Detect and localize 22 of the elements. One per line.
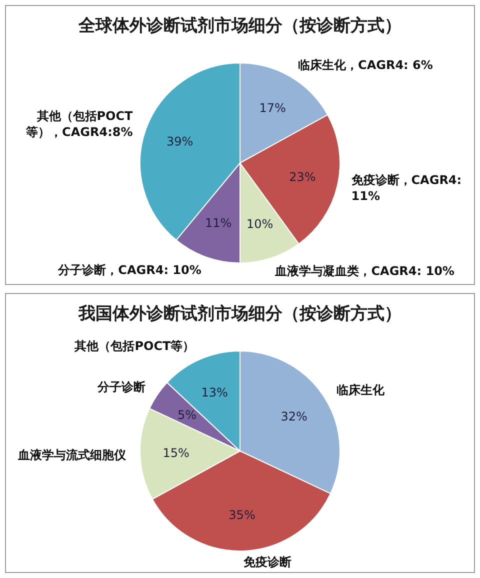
data-label: 5% [178,408,197,422]
slice-label: 分子诊断，CAGR4: 10% [58,262,202,278]
data-label: 32% [280,410,308,424]
data-label: 17% [259,100,286,115]
chart-title: 我国体外诊断试剂市场细分（按诊断方式） [77,303,402,325]
chart-title: 全球体外诊断试剂市场细分（按诊断方式） [77,15,402,37]
data-label: 13% [201,385,228,400]
slice-label: 临床生化 [336,382,384,398]
data-label: 39% [166,134,194,148]
slice-label: 血液学与凝血类，CAGR4: 10% [275,263,454,280]
slice-label: 分子诊断 [98,378,146,395]
data-label: 10% [246,216,274,231]
data-label: 23% [289,170,316,184]
slice-label: 临床生化，CAGR4: 6% [298,56,433,73]
data-label: 15% [162,446,190,460]
slice-label: 其他（包括POCT等） [74,338,195,354]
slice-label: 免疫诊断，CAGR4: 11% [351,172,463,204]
data-label: 35% [228,508,256,522]
data-label: 11% [204,216,232,230]
slice-label: 血液学与流式细胞仪 [18,446,126,463]
slice-label: 免疫诊断 [244,554,292,570]
slice-label: 其他（包括POCT等），CAGR4:8% [25,108,133,140]
